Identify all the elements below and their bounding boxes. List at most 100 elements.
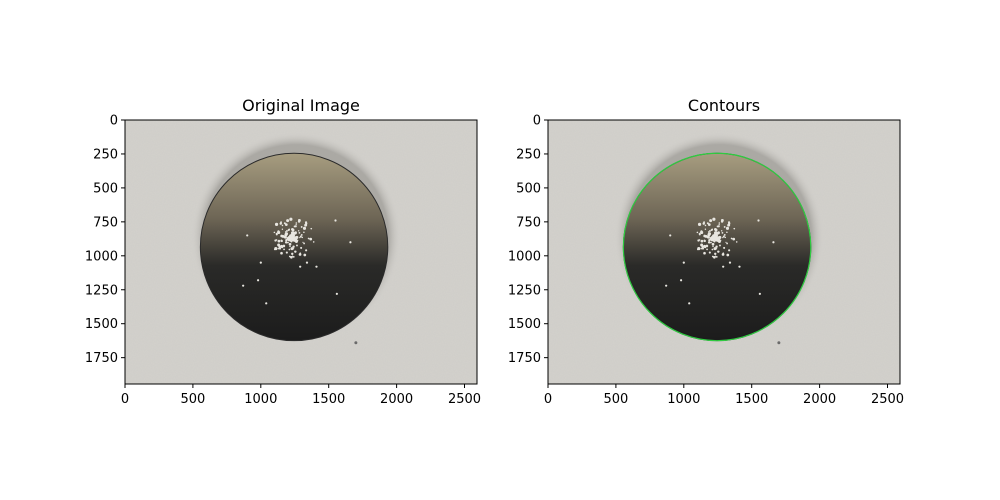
grain — [718, 238, 721, 240]
grain — [714, 252, 717, 256]
grain — [725, 241, 727, 243]
grain — [297, 230, 300, 232]
grain — [265, 302, 268, 305]
grain — [723, 233, 726, 236]
grain — [708, 242, 711, 244]
grain — [720, 230, 723, 232]
grain — [289, 217, 293, 221]
grain — [728, 249, 731, 252]
grain — [717, 239, 721, 243]
grain — [714, 227, 717, 231]
grain — [713, 236, 717, 240]
grain — [698, 233, 701, 236]
grain — [296, 244, 298, 247]
grain — [726, 242, 729, 245]
grain — [292, 232, 295, 235]
grain — [300, 233, 303, 236]
grain — [301, 236, 304, 239]
grain — [711, 242, 715, 246]
grain — [281, 228, 284, 230]
grain — [305, 249, 308, 252]
grain — [723, 246, 726, 249]
grain — [718, 223, 720, 226]
y-tick-label: 1250 — [85, 283, 118, 298]
grain — [302, 226, 307, 230]
grain — [307, 237, 310, 240]
grain — [722, 235, 725, 238]
grain — [730, 237, 733, 240]
grain — [715, 232, 718, 235]
grain — [312, 241, 315, 243]
grain — [283, 235, 287, 239]
grain — [712, 245, 714, 248]
grain — [280, 239, 283, 243]
grain — [309, 237, 313, 241]
grain — [285, 251, 288, 254]
grain — [273, 231, 276, 234]
grain-cluster — [242, 217, 352, 305]
grain — [728, 222, 731, 225]
grain — [303, 253, 307, 257]
grain — [719, 244, 721, 247]
grain — [714, 255, 717, 257]
grain — [294, 250, 297, 253]
grain — [715, 245, 718, 248]
grain — [757, 219, 760, 222]
grain — [733, 227, 736, 230]
grain — [704, 224, 707, 227]
grain — [732, 237, 736, 241]
grain — [704, 228, 707, 230]
grain — [708, 251, 711, 254]
grain — [288, 248, 291, 251]
grain — [702, 244, 707, 248]
grain — [277, 239, 281, 243]
grain — [334, 219, 337, 222]
grain — [679, 279, 683, 282]
grain — [310, 227, 313, 230]
grain — [259, 261, 262, 264]
grain — [728, 261, 732, 264]
grain — [299, 265, 302, 268]
grain — [712, 217, 716, 221]
grain — [711, 248, 714, 251]
grain — [707, 231, 710, 233]
grain — [242, 284, 245, 287]
grain — [682, 261, 685, 264]
grain — [292, 255, 295, 258]
grain — [697, 222, 702, 226]
grain — [282, 244, 286, 248]
y-tick-label: 500 — [516, 181, 541, 196]
x-tick-label: 1000 — [667, 392, 700, 407]
grain — [707, 223, 711, 226]
grain — [718, 222, 721, 224]
grain — [277, 230, 280, 233]
x-tick-label: 500 — [180, 392, 205, 407]
grain — [290, 255, 293, 259]
grain — [710, 241, 712, 244]
y-tick-label: 1500 — [508, 317, 541, 332]
grain — [277, 243, 281, 247]
grain — [349, 241, 352, 244]
grain — [721, 219, 723, 221]
y-tick-label: 1750 — [85, 351, 118, 366]
grain — [279, 222, 282, 225]
y-tick-label: 250 — [516, 147, 541, 162]
grain — [291, 252, 294, 256]
grain — [256, 279, 260, 282]
grain — [292, 234, 295, 237]
grain — [706, 248, 708, 251]
speck — [777, 341, 781, 345]
grain — [710, 228, 713, 232]
grain — [706, 235, 710, 239]
grain — [295, 222, 298, 224]
grain — [294, 239, 298, 243]
grain — [716, 248, 718, 250]
grain — [305, 261, 309, 264]
subplot-1: Original Image 0 500 1000 1500 2000 2500 0 250 50… — [85, 96, 481, 407]
grain — [298, 219, 300, 221]
grain — [300, 246, 303, 249]
grain — [295, 238, 298, 240]
subplot-title: Contours — [688, 96, 760, 115]
subplot-title: Original Image — [242, 96, 360, 115]
